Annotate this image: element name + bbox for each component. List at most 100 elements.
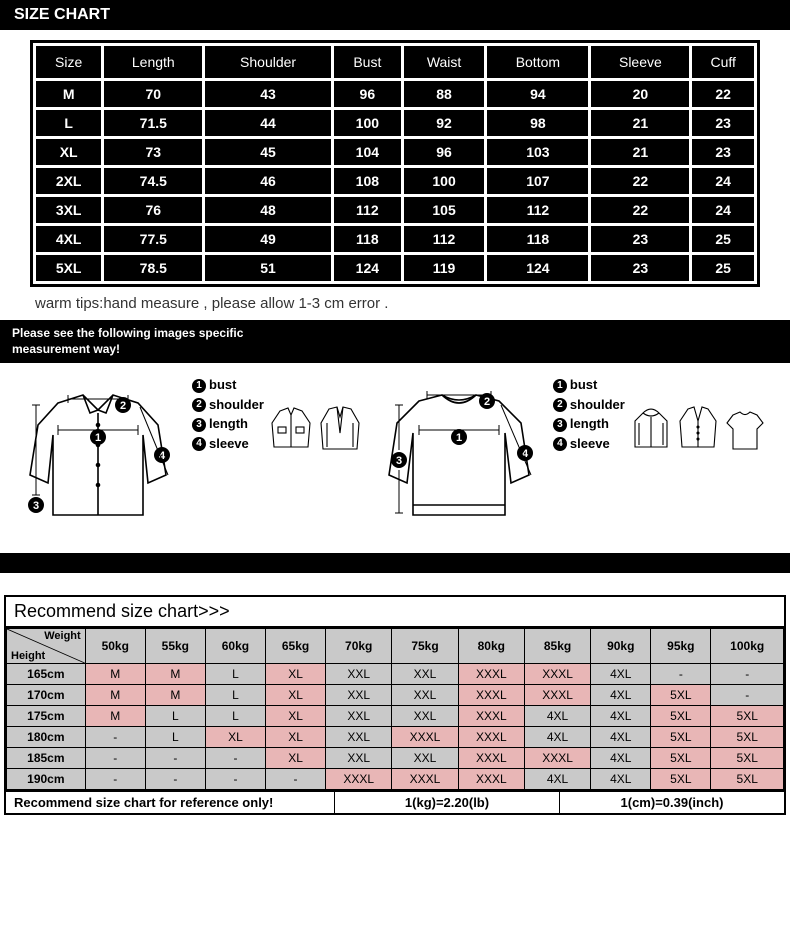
legend-item: 1bust <box>192 375 264 395</box>
jacket-thumb-icon <box>268 403 314 453</box>
rec-cell: M <box>85 706 145 727</box>
cardigan-thumb-icon <box>676 403 720 453</box>
size-cell: 23 <box>591 226 689 252</box>
rec-cell: - <box>145 769 205 790</box>
rec-row: 165cmMMLXLXXLXXLXXXLXXXL4XL-- <box>7 664 784 685</box>
rec-cell: 4XL <box>591 727 651 748</box>
rec-cell: XXXL <box>458 685 524 706</box>
legend-item: 2shoulder <box>192 395 264 415</box>
rec-cell: 5XL <box>651 769 711 790</box>
rec-weight-header: 95kg <box>651 629 711 664</box>
size-cell: 98 <box>487 110 588 136</box>
legend-crew: 1bust2shoulder3length4sleeve <box>549 375 625 453</box>
rec-cell: XXL <box>326 727 392 748</box>
rec-cell: 4XL <box>591 748 651 769</box>
rec-weight-header: 75kg <box>392 629 458 664</box>
rec-height-cell: 170cm <box>7 685 86 706</box>
size-cell: 22 <box>692 81 754 107</box>
size-cell: 100 <box>404 168 484 194</box>
size-cell: 119 <box>404 255 484 281</box>
rec-cell: XXXL <box>458 748 524 769</box>
size-cell: 112 <box>334 197 401 223</box>
size-cell: 73 <box>104 139 202 165</box>
size-cell: 88 <box>404 81 484 107</box>
rec-row: 185cm---XLXXLXXLXXXLXXXL4XL5XL5XL <box>7 748 784 769</box>
size-row: M70439688942022 <box>36 81 754 107</box>
legend-item: 4sleeve <box>192 434 264 454</box>
size-cell: 107 <box>487 168 588 194</box>
size-cell: 103 <box>487 139 588 165</box>
size-cell: 108 <box>334 168 401 194</box>
rec-cell: XXXL <box>524 685 590 706</box>
size-cell: 21 <box>591 110 689 136</box>
size-cell: 118 <box>487 226 588 252</box>
size-cell: 51 <box>205 255 331 281</box>
rec-cell: XXL <box>392 685 458 706</box>
rec-cell: XL <box>265 748 325 769</box>
rec-cell: 4XL <box>591 664 651 685</box>
rec-cell: XXXL <box>458 706 524 727</box>
thumbs-collar <box>268 403 363 453</box>
rec-cell: XL <box>265 685 325 706</box>
rec-cell: - <box>85 769 145 790</box>
svg-text:4: 4 <box>522 448 529 460</box>
size-cell: 22 <box>591 197 689 223</box>
size-cell: 124 <box>334 255 401 281</box>
size-cell: 96 <box>404 139 484 165</box>
rec-cell: XXXL <box>392 769 458 790</box>
size-cell: 25 <box>692 226 754 252</box>
size-cell: M <box>36 81 101 107</box>
size-cell: 23 <box>692 110 754 136</box>
rec-row: 190cm----XXXLXXXLXXXL4XL4XL5XL5XL <box>7 769 784 790</box>
rec-cell: M <box>85 685 145 706</box>
thumbs-crew <box>629 403 767 453</box>
rec-cell: XXXL <box>524 664 590 685</box>
size-cell: 71.5 <box>104 110 202 136</box>
size-cell: 23 <box>692 139 754 165</box>
rec-cell: XXXL <box>524 748 590 769</box>
rec-cell: L <box>205 685 265 706</box>
rec-cell: XXL <box>392 706 458 727</box>
size-cell: 3XL <box>36 197 101 223</box>
rec-height-cell: 190cm <box>7 769 86 790</box>
svg-text:3: 3 <box>396 455 402 467</box>
legend-item: 2shoulder <box>553 395 625 415</box>
size-cell: 124 <box>487 255 588 281</box>
size-cell: 105 <box>404 197 484 223</box>
size-col-header: Cuff <box>692 46 754 78</box>
footer-cm-inch: 1(cm)=0.39(inch) <box>560 792 784 813</box>
size-cell: 24 <box>692 197 754 223</box>
recommend-chart: Recommend size chart>>> WeightHeight50kg… <box>4 595 786 815</box>
rec-cell: - <box>265 769 325 790</box>
size-cell: 24 <box>692 168 754 194</box>
size-cell: 104 <box>334 139 401 165</box>
warm-tips: warm tips:hand measure , please allow 1-… <box>0 287 790 320</box>
rec-cell: - <box>205 769 265 790</box>
divider-bar <box>0 553 790 573</box>
rec-cell: XXL <box>326 748 392 769</box>
size-cell: 46 <box>205 168 331 194</box>
size-cell: 100 <box>334 110 401 136</box>
rec-height-cell: 175cm <box>7 706 86 727</box>
rec-cell: 4XL <box>591 685 651 706</box>
rec-height-cell: 165cm <box>7 664 86 685</box>
rec-cell: L <box>145 706 205 727</box>
rec-row: 180cm-LXLXLXXLXXXLXXXL4XL4XL5XL5XL <box>7 727 784 748</box>
size-cell: 20 <box>591 81 689 107</box>
size-cell: 21 <box>591 139 689 165</box>
rec-weight-header: 100kg <box>711 629 784 664</box>
rec-cell: XXL <box>392 748 458 769</box>
rec-cell: - <box>205 748 265 769</box>
size-cell: 23 <box>591 255 689 281</box>
rec-cell: 4XL <box>591 769 651 790</box>
rec-cell: 4XL <box>524 769 590 790</box>
svg-text:1: 1 <box>95 432 101 444</box>
rec-cell: L <box>205 706 265 727</box>
measurement-instruction-header: Please see the following images specific… <box>0 320 790 363</box>
size-col-header: Sleeve <box>591 46 689 78</box>
recommend-table: WeightHeight50kg55kg60kg65kg70kg75kg80kg… <box>6 628 784 790</box>
rec-weight-header: 70kg <box>326 629 392 664</box>
blazer-thumb-icon <box>317 403 363 453</box>
size-cell: 118 <box>334 226 401 252</box>
size-col-header: Bust <box>334 46 401 78</box>
